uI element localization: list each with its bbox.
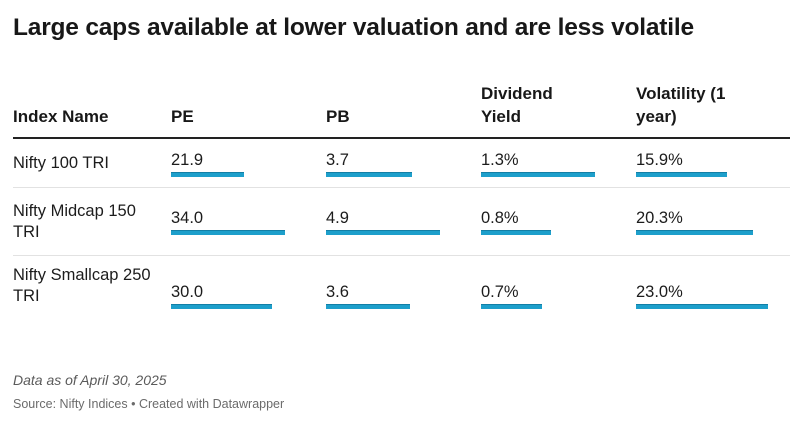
table-row: Nifty Midcap 150 TRI 34.0 4.9 0.8% 20.3% (0, 188, 801, 256)
column-header-dividend-yield: Dividend Yield (481, 84, 553, 126)
value-bar-pb (326, 230, 440, 235)
value-label-volatility: 20.3% (636, 209, 683, 227)
value-label-volatility: 15.9% (636, 151, 683, 169)
chart-title: Large caps available at lower valuation … (13, 14, 694, 41)
value-bar-pb (326, 172, 412, 177)
cell-pb: 4.9 (326, 209, 440, 235)
value-bar-volatility (636, 304, 768, 309)
value-label-pe: 34.0 (171, 209, 204, 227)
table-header: Index Name PE PB Dividend Yield Volatili… (0, 82, 801, 136)
column-header-pe: PE (171, 107, 194, 126)
value-label-pe: 30.0 (171, 283, 204, 301)
value-bar-volatility (636, 230, 753, 235)
table-row: Nifty 100 TRI 21.9 3.7 1.3% 15.9% (0, 139, 801, 188)
header-divider (13, 137, 790, 139)
cell-dividend-yield: 0.7% (481, 283, 542, 309)
cell-pb: 3.7 (326, 151, 412, 177)
value-bar-pe (171, 172, 244, 177)
table-row: Nifty Smallcap 250 TRI 30.0 3.6 0.7% 23.0% (0, 256, 801, 336)
row-index-name: Nifty 100 TRI (13, 154, 109, 172)
cell-volatility: 20.3% (636, 209, 753, 235)
cell-pe: 30.0 (171, 283, 272, 309)
cell-dividend-yield: 0.8% (481, 209, 551, 235)
cell-volatility: 23.0% (636, 283, 768, 309)
value-bar-dividend-yield (481, 172, 595, 177)
value-bar-pe (171, 230, 285, 235)
value-label-pb: 3.6 (326, 283, 349, 301)
row-index-name: Nifty Smallcap 250 TRI (13, 266, 151, 305)
value-label-volatility: 23.0% (636, 283, 683, 301)
column-header-index-name: Index Name (13, 107, 109, 126)
value-label-dividend-yield: 0.8% (481, 209, 519, 227)
source-credit: Source: Nifty Indices • Created with Dat… (13, 397, 285, 411)
cell-dividend-yield: 1.3% (481, 151, 595, 177)
value-label-dividend-yield: 0.7% (481, 283, 519, 301)
value-label-dividend-yield: 1.3% (481, 151, 519, 169)
value-label-pe: 21.9 (171, 151, 204, 169)
value-bar-volatility (636, 172, 727, 177)
cell-pb: 3.6 (326, 283, 410, 309)
row-divider (13, 187, 790, 188)
row-index-name: Nifty Midcap 150 TRI (13, 202, 136, 241)
data-date-note: Data as of April 30, 2025 (13, 372, 167, 388)
value-bar-dividend-yield (481, 230, 551, 235)
value-bar-dividend-yield (481, 304, 542, 309)
value-label-pb: 4.9 (326, 209, 349, 227)
value-bar-pb (326, 304, 410, 309)
value-bar-pe (171, 304, 272, 309)
cell-pe: 34.0 (171, 209, 285, 235)
cell-volatility: 15.9% (636, 151, 727, 177)
row-divider (13, 255, 790, 256)
value-label-pb: 3.7 (326, 151, 349, 169)
column-header-pb: PB (326, 107, 350, 126)
cell-pe: 21.9 (171, 151, 244, 177)
column-header-volatility: Volatility (1 year) (636, 84, 726, 126)
